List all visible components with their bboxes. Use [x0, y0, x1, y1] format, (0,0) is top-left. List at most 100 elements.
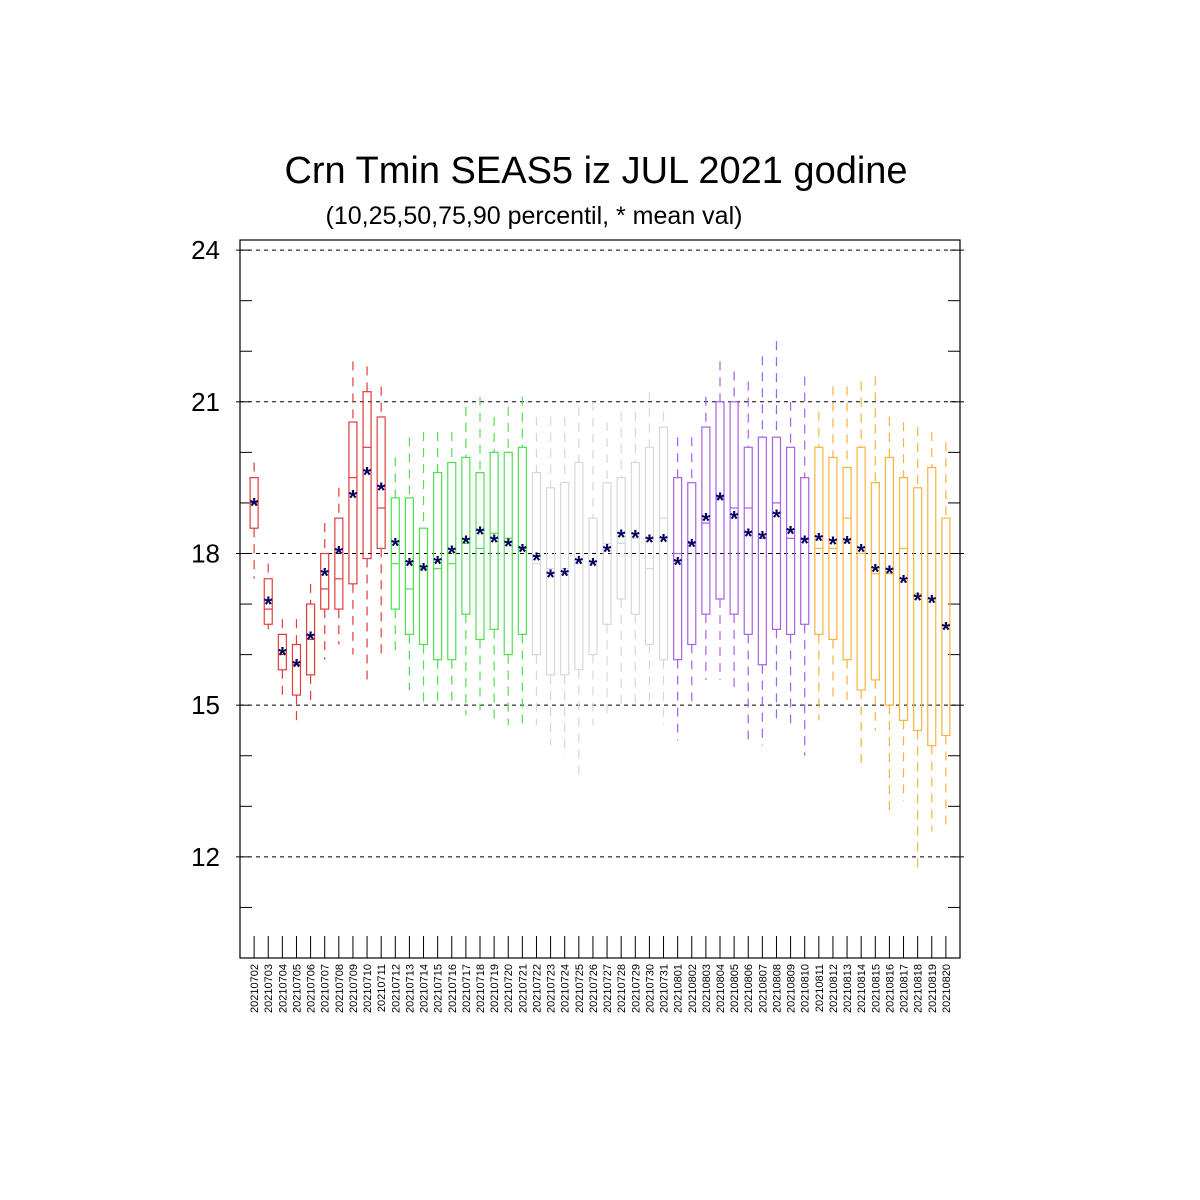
iqr-box	[545, 487, 556, 676]
x-tick-label: 20210725	[574, 964, 586, 1013]
x-tick-label: 20210802	[687, 964, 699, 1013]
box-20210728	[616, 411, 626, 706]
iqr-box	[277, 633, 287, 671]
mean-marker: *	[702, 509, 711, 534]
x-tick-label: 20210704	[277, 964, 289, 1013]
mean-marker: *	[942, 617, 951, 642]
mean-marker: *	[772, 505, 781, 530]
x-tick-label: 20210719	[489, 964, 501, 1013]
iqr-box	[602, 482, 612, 625]
iqr-box	[418, 527, 429, 646]
box-20210706	[305, 583, 316, 701]
box-20210729	[630, 411, 640, 706]
box-20210710	[362, 366, 372, 680]
mean-marker: *	[377, 478, 386, 503]
mean-marker: *	[476, 522, 485, 547]
x-axis: 20210702 20210703 20210704 20210705 20210706…	[249, 936, 953, 1013]
box-20210809	[785, 401, 796, 726]
mean-marker: *	[532, 548, 541, 573]
chart-title: Crn Tmin SEAS5 iz JUL 2021 godine	[284, 150, 907, 192]
x-tick-label: 20210710	[362, 964, 374, 1013]
iqr-box	[390, 497, 400, 610]
x-tick-label: 20210819	[927, 964, 939, 1013]
x-tick-label: 20210713	[404, 964, 416, 1013]
x-tick-label: 20210807	[757, 964, 769, 1013]
y-tick-label: 21	[191, 387, 220, 417]
mean-marker: *	[687, 534, 696, 559]
box-20210819	[927, 432, 937, 832]
mean-marker: *	[730, 507, 739, 532]
box-20210715	[433, 432, 443, 706]
iqr-box	[814, 446, 824, 635]
x-tick-label: 20210722	[531, 964, 543, 1013]
box-20210716	[447, 432, 457, 706]
iqr-box	[757, 436, 767, 666]
iqr-box	[743, 446, 753, 635]
mean-marker: *	[278, 643, 287, 668]
x-tick-label: 20210727	[602, 964, 614, 1013]
box-20210801	[673, 437, 683, 741]
iqr-box	[913, 487, 923, 732]
iqr-box	[320, 552, 330, 610]
x-tick-label: 20210805	[729, 964, 741, 1013]
box-20210730	[644, 391, 655, 706]
box-20210818	[913, 427, 923, 873]
x-tick-label: 20210715	[433, 964, 445, 1013]
x-tick-label: 20210707	[320, 964, 332, 1013]
x-tick-label: 20210716	[447, 964, 459, 1013]
iqr-box	[560, 482, 570, 676]
box-20210726	[588, 401, 598, 726]
x-tick-label: 20210705	[291, 964, 303, 1013]
mean-marker: *	[518, 539, 527, 564]
iqr-box	[503, 451, 513, 656]
box-series	[249, 341, 951, 873]
iqr-box	[334, 517, 344, 610]
box-20210804	[715, 361, 725, 680]
box-20210725	[574, 406, 584, 776]
x-tick-label: 20210806	[743, 964, 755, 1013]
x-tick-label: 20210731	[659, 964, 671, 1013]
box-20210717	[461, 406, 471, 716]
x-tick-label: 20210810	[800, 964, 812, 1013]
box-20210810	[800, 376, 810, 756]
x-tick-label: 20210723	[546, 964, 558, 1013]
x-tick-label: 20210730	[644, 964, 656, 1013]
x-tick-label: 20210820	[941, 964, 953, 1013]
x-tick-label: 20210708	[334, 964, 346, 1013]
iqr-box	[898, 477, 909, 721]
box-20210802	[687, 437, 697, 706]
mean-marker: *	[617, 525, 626, 550]
box-20210720	[503, 406, 513, 726]
x-tick-label: 20210720	[503, 964, 515, 1013]
x-tick-label: 20210811	[814, 964, 826, 1012]
iqr-box	[362, 391, 372, 560]
box-20210806	[743, 381, 753, 746]
box-20210731	[658, 411, 669, 726]
box-20210803	[701, 396, 711, 680]
mean-marker: *	[913, 588, 922, 613]
y-tick-label: 18	[191, 538, 220, 568]
mean-marker: *	[306, 627, 315, 652]
x-tick-label: 20210718	[475, 964, 487, 1013]
box-20210811	[814, 411, 824, 721]
mean-marker: *	[589, 554, 598, 579]
iqr-box	[574, 461, 584, 671]
iqr-box	[291, 643, 302, 696]
iqr-box	[941, 517, 951, 737]
y-axis: 24 21 18 15 12	[191, 235, 964, 959]
box-20210812	[828, 386, 838, 706]
mean-marker: *	[363, 463, 372, 488]
iqr-box	[348, 421, 358, 585]
mean-marker: *	[659, 529, 668, 554]
box-20210721	[517, 396, 527, 726]
iqr-box	[870, 482, 880, 681]
box-20210723	[545, 416, 556, 746]
iqr-box	[771, 436, 782, 630]
mean-marker: *	[447, 541, 456, 566]
x-tick-label: 20210712	[390, 964, 402, 1013]
box-20210817	[898, 422, 909, 802]
box-20210714	[418, 432, 429, 706]
iqr-box	[376, 416, 386, 550]
mean-marker: *	[405, 554, 414, 579]
